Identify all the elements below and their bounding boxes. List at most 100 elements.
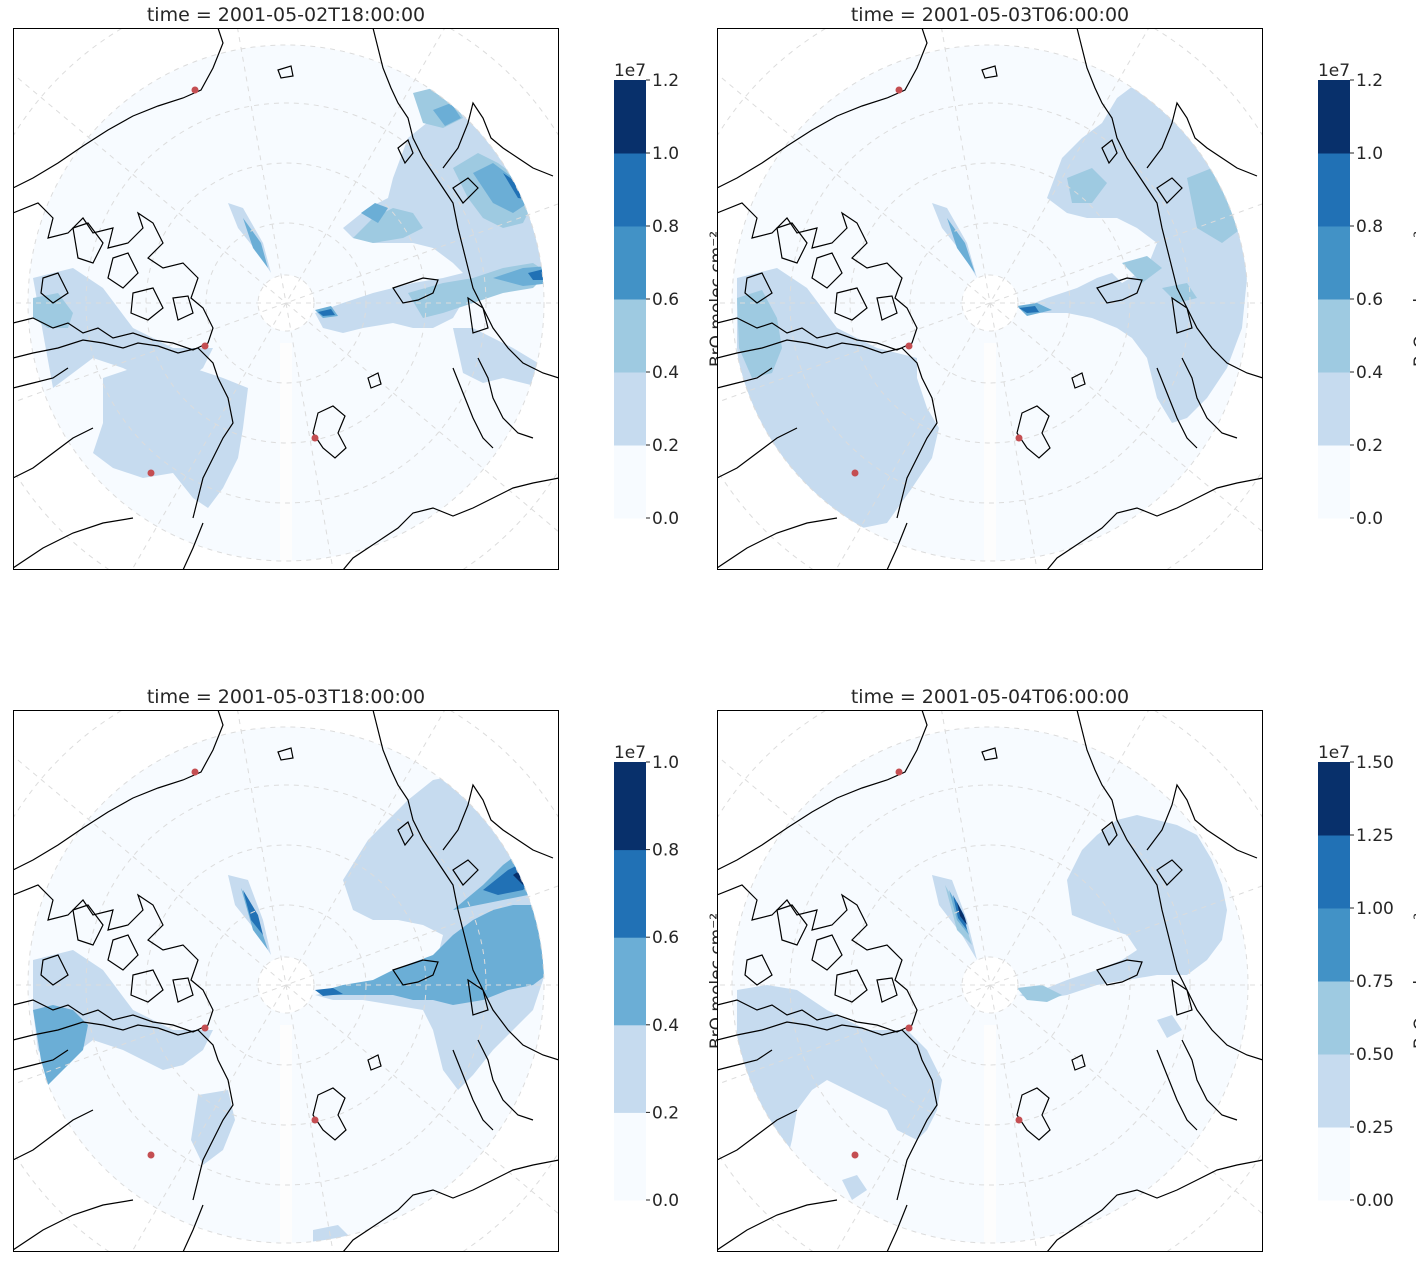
site-marker [895,768,903,776]
colorbar-label: BrO molec cm⁻² [1411,231,1416,367]
missing-data-strip [280,1025,292,1243]
colorbar-band [614,445,646,519]
coastlines [717,28,1263,570]
colorbar-band [614,153,646,227]
colorbar-tick-label: 0.8 [1356,217,1383,237]
site-marker [895,86,903,94]
missing-data-strip [984,1025,996,1243]
colorbar-band [1318,981,1350,1055]
contour-fill [1019,306,1039,313]
colorbar-tick-label: 0.2 [652,1103,679,1123]
contour-fill [361,203,388,223]
contour-fill [528,268,544,280]
site-marker [905,1024,913,1032]
colorbar-tick-label: 0.50 [1356,1045,1394,1065]
contour-fill [318,309,335,316]
site-marker [191,768,199,776]
colorbar-tick-label: 0.8 [652,841,679,861]
contour-fill [453,328,544,388]
contour-fill [473,163,528,213]
contour-fill [243,218,268,268]
colorbar-2: 0.0 0.2 0.4 0.6 0.8 1.0 1.2 1e7 BrO molec cm⁻² [1318,61,1416,529]
colorbar-tick-label: 0.8 [652,217,679,237]
contour-fill [33,268,213,388]
panel-title: time = 2001-05-02T18:00:00 [146,4,426,26]
contour-fill [737,290,782,378]
colorbar-tick-label: 0.2 [1356,436,1383,456]
colorbar-4: 0.00 0.25 0.50 0.75 1.00 1.25 1.50 1e7 BrO molec… [1318,743,1416,1211]
contour-fill [1067,168,1107,203]
colorbar-band [614,1112,646,1201]
graticule [717,28,1263,570]
map-frame [13,710,559,1252]
colorbar-tick-label: 1.0 [1356,144,1383,164]
contour-fill [1017,985,1062,1002]
colorbar-tick-label: 1.50 [1356,753,1394,773]
colorbar-tick-label: 0.6 [1356,290,1383,310]
map-1 [13,28,559,570]
contour-fill [1157,1015,1182,1038]
graticule [13,28,559,570]
colorbar-tick-label: 1.2 [652,71,679,91]
colorbar-band [1318,445,1350,519]
contour-fill [433,103,461,126]
map-frame [717,710,1263,1252]
colorbar-tick-label: 1.0 [652,144,679,164]
map-frame [717,28,1263,570]
site-marker [1015,434,1023,442]
colorbar-tick-label: 0.0 [1356,509,1383,529]
contour-fill [737,985,942,1160]
contour-fill [1122,256,1162,283]
colorbar-band [1318,762,1350,836]
colorbar-tick-label: 0.4 [652,1016,679,1036]
site-marker [201,342,209,350]
contour-fill [1022,83,1247,423]
colorbar-band [1318,299,1350,373]
site-marker [147,1151,155,1159]
contour-fill [93,358,248,508]
contour-fill [947,218,975,273]
site-marker [147,469,155,477]
colorbar-band [614,849,646,938]
colorbar-tick-label: 0.6 [652,290,679,310]
panel-title: time = 2001-05-03T18:00:00 [146,686,426,708]
colorbar-tick-label: 1.00 [1356,899,1394,919]
site-marker [851,1151,859,1159]
colorbar-band [1318,908,1350,982]
contour-fill [957,902,967,925]
colorbar-band [1318,226,1350,300]
contour-fill [318,905,544,1005]
colorbar-tick-label: 0.4 [1356,363,1383,383]
contour-fill [33,293,73,328]
colorbar-tick-label: 0.0 [652,509,679,529]
colorbar-tick-label: 0.25 [1356,1118,1394,1138]
colorbar-tick-label: 0.00 [1356,1191,1394,1211]
colorbar-tick-label: 0.75 [1356,972,1394,992]
panel-title: time = 2001-05-04T06:00:00 [850,686,1130,708]
coastlines [13,710,559,1252]
colorbar-band [614,80,646,154]
site-marker [311,434,319,442]
site-marker [851,469,859,477]
colorbar-band [1318,153,1350,227]
colorbar-band [614,372,646,446]
colorbar-tick-label: 0.0 [652,1191,679,1211]
contour-fill [315,775,544,1090]
colorbar-tick-label: 0.4 [652,363,679,383]
map-2 [717,28,1263,570]
colorbar-exponent: 1e7 [614,61,646,81]
colorbar-exponent: 1e7 [614,743,646,763]
site-marker [191,86,199,94]
colorbar-exponent: 1e7 [1318,743,1350,763]
map-3 [13,710,559,1252]
colorbar-band [614,299,646,373]
panel-title: time = 2001-05-03T06:00:00 [850,4,1130,26]
colorbar-band [614,1024,646,1113]
colorbar-band [1318,80,1350,154]
map-4 [717,710,1263,1252]
site-marker [201,1024,209,1032]
missing-data-strip [280,343,292,561]
colorbar-tick-label: 1.25 [1356,826,1394,846]
colorbar-tick-label: 1.2 [1356,71,1383,91]
